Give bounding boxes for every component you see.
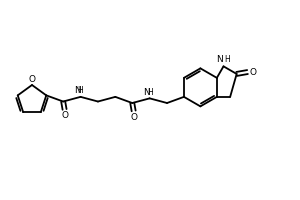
Text: H: H	[78, 86, 83, 95]
Text: N: N	[216, 55, 223, 64]
Text: N: N	[143, 88, 149, 97]
Text: H: H	[224, 55, 230, 64]
Text: O: O	[61, 111, 68, 120]
Text: N: N	[74, 86, 80, 95]
Text: O: O	[28, 74, 35, 84]
Text: O: O	[250, 68, 257, 77]
Text: O: O	[130, 113, 137, 122]
Text: H: H	[147, 88, 152, 97]
